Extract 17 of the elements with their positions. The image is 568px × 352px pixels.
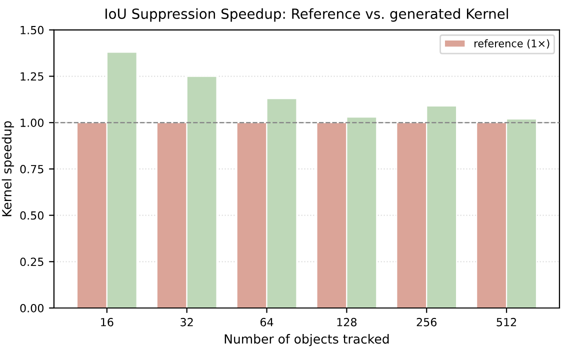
x-tick-label: 512 xyxy=(496,318,516,326)
legend-label: reference (1×) xyxy=(474,39,550,49)
x-tick-label: 128 xyxy=(337,318,357,326)
y-tick-label: 0.75 xyxy=(20,164,44,174)
y-tick-label: 1.25 xyxy=(20,72,44,81)
chart-title: IoU Suppression Speedup: Reference vs. generated Kernel xyxy=(106,8,508,22)
y-tick-label: 0.00 xyxy=(20,304,44,312)
y-tick-label: 0.25 xyxy=(20,258,44,266)
x-axis-title: Number of objects tracked xyxy=(224,334,389,346)
y-axis-title: Kernel speedup xyxy=(2,121,14,216)
y-tick-label: 0.50 xyxy=(20,211,44,220)
x-tick-label: 64 xyxy=(260,318,274,326)
y-tick-label: 1.50 xyxy=(20,26,44,34)
x-tick-label: 32 xyxy=(180,318,193,326)
x-tick-label: 256 xyxy=(416,318,437,326)
x-tick-label: 16 xyxy=(101,318,114,326)
y-tick-label: 1.00 xyxy=(20,118,44,127)
